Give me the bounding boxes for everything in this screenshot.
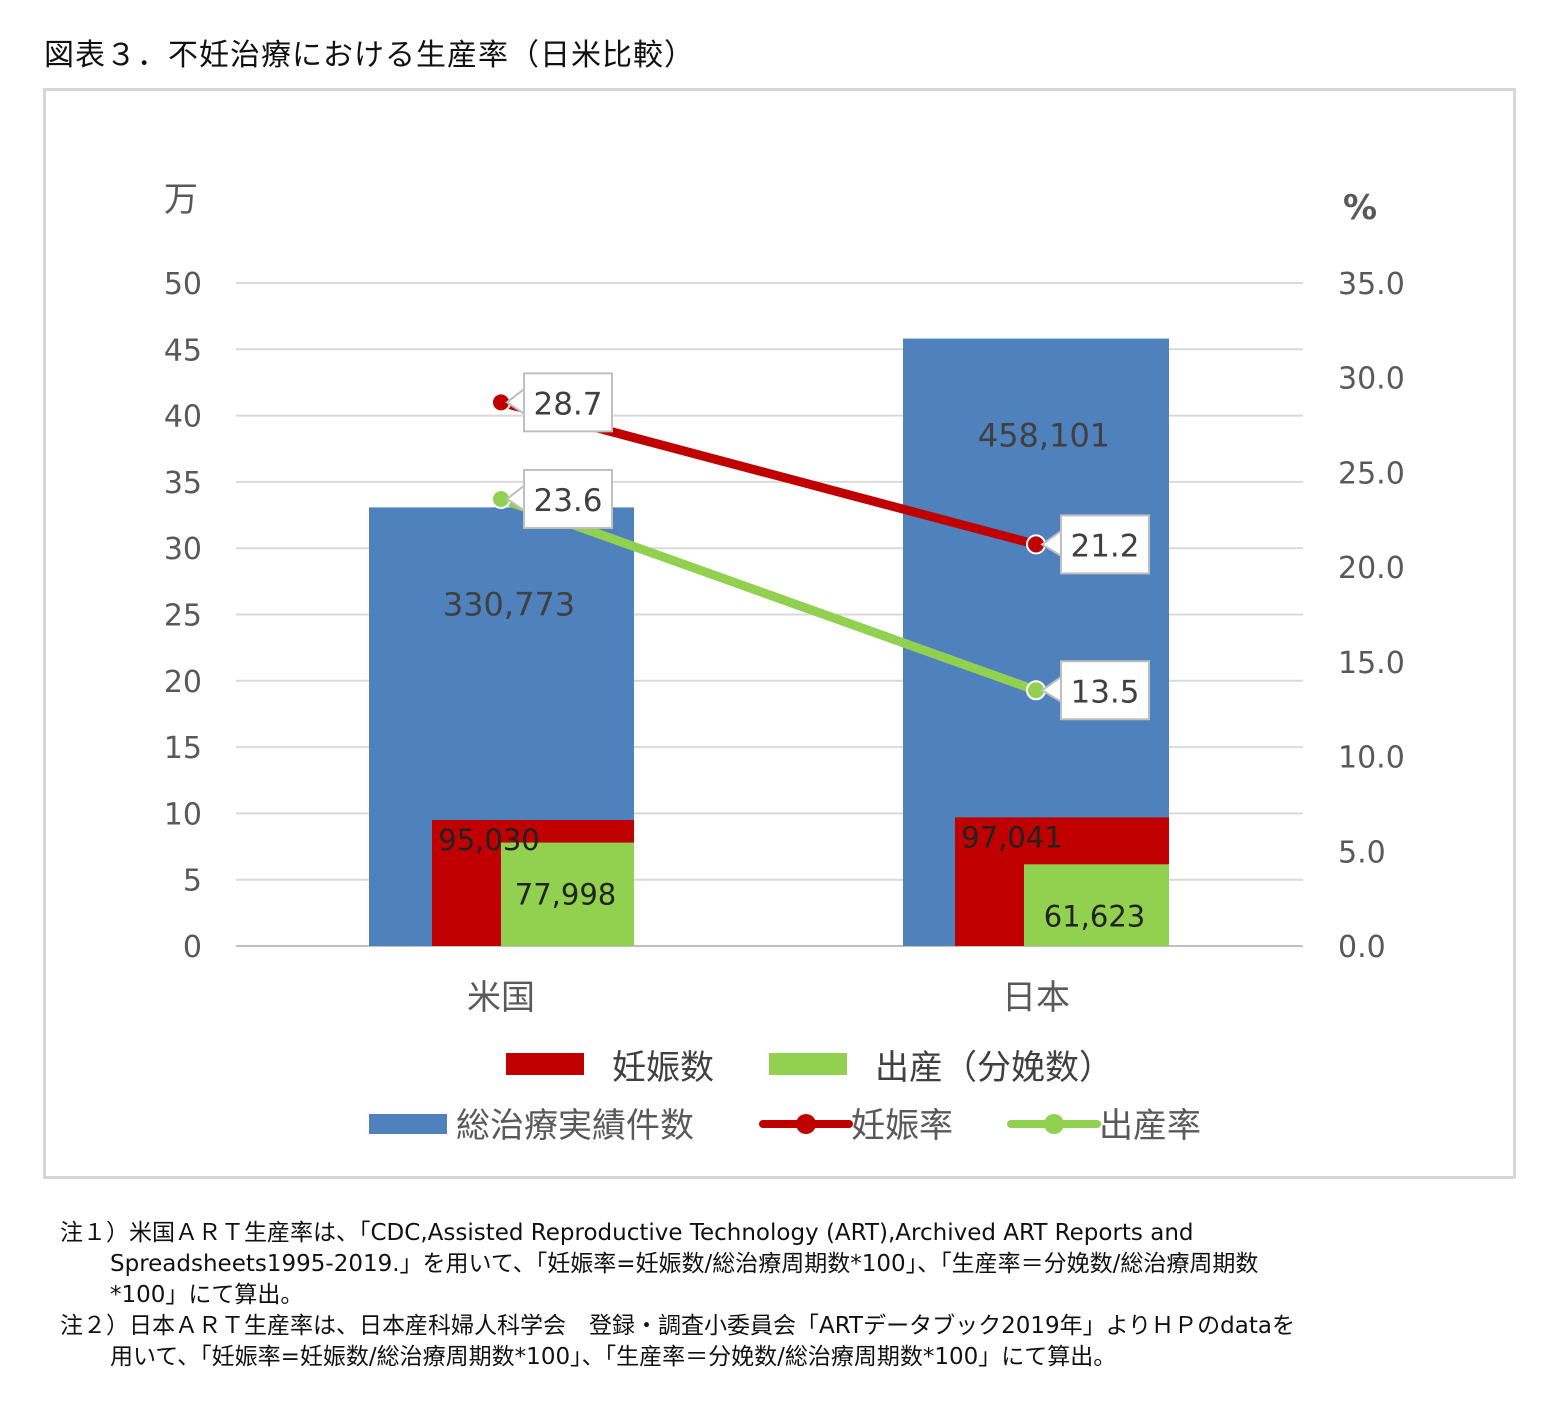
figure-title: 図表３．不妊治療における生産率（日米比較） — [44, 38, 695, 73]
chart-frame: 0 5 10 15 20 25 30 35 40 45 50 0.0 5.0 10.0 15.0 20.0 25… — [43, 88, 1516, 1179]
left-tick-label: 15 — [164, 731, 202, 766]
legend-swatch — [769, 1053, 847, 1075]
legend-label: 妊娠数 — [612, 1048, 714, 1088]
right-tick-label: 5.0 — [1338, 835, 1386, 870]
line-data-label: 23.6 — [533, 483, 602, 519]
line-data-label: 13.5 — [1070, 674, 1139, 710]
note-2-line-2: 用いて、「妊娠率=妊娠数/総治療周期数*100」、「生産率＝分娩数/総治療周期数… — [110, 1344, 1117, 1370]
right-tick-label: 20.0 — [1338, 551, 1405, 586]
right-tick-label: 30.0 — [1338, 362, 1405, 397]
legend-label: 総治療実績件数 — [456, 1106, 694, 1146]
bar-births — [501, 842, 634, 946]
legend-label: 出産（分娩数） — [875, 1048, 1113, 1088]
bar-total-label: 330,773 — [443, 585, 575, 623]
legend-swatch — [369, 1114, 447, 1134]
left-tick-label: 5 — [183, 864, 202, 899]
line-data-label: 21.2 — [1070, 528, 1139, 564]
bar-pregnancies-label: 95,030 — [438, 823, 539, 857]
legend-swatch — [506, 1053, 584, 1075]
category-label: 米国 — [467, 978, 535, 1018]
note-2-line-1: 注２）日本ＡＲＴ生産率は、日本産科婦人科学会 登録・調査小委員会「ARTデータブ… — [60, 1313, 1295, 1339]
left-tick-label: 30 — [164, 532, 202, 567]
legend-line-marker — [1044, 1114, 1064, 1134]
note-1-line-1: 注１）米国ＡＲＴ生産率は、「CDC,Assisted Reproductive … — [60, 1220, 1194, 1246]
note-1-line-3: *100」にて算出。 — [110, 1282, 304, 1308]
right-tick-label: 0.0 — [1338, 930, 1386, 965]
line-data-label: 28.7 — [533, 386, 602, 422]
left-tick-label: 50 — [164, 267, 202, 302]
bar-pregnancies-label: 97,041 — [961, 820, 1062, 854]
right-tick-label: 10.0 — [1338, 741, 1405, 776]
note-1-line-2: Spreadsheets1995-2019.」を用いて、「妊娠率=妊娠数/総治療… — [110, 1251, 1259, 1277]
note-1: 注１）米国ＡＲＴ生産率は、「CDC,Assisted Reproductive … — [60, 1218, 1258, 1311]
left-tick-label: 40 — [164, 400, 202, 435]
left-tick-label: 10 — [164, 797, 202, 832]
callout-box — [523, 372, 613, 433]
left-tick-label: 35 — [164, 466, 202, 501]
right-tick-label: 15.0 — [1338, 646, 1405, 681]
bar-births-label: 61,623 — [1044, 899, 1145, 933]
callout-box — [523, 468, 613, 529]
combo-chart: 0 5 10 15 20 25 30 35 40 45 50 0.0 5.0 10.0 15.0 20.0 25… — [164, 180, 1405, 1146]
bar-births-label: 77,998 — [515, 878, 616, 912]
right-axis-unit: % — [1343, 188, 1377, 228]
left-tick-label: 0 — [183, 930, 202, 965]
left-axis-unit: 万 — [164, 180, 198, 220]
bar-births — [1024, 864, 1169, 946]
left-tick-label: 20 — [164, 665, 202, 700]
bar-total-label: 458,101 — [978, 417, 1110, 455]
left-tick-label: 25 — [164, 599, 202, 634]
note-2: 注２）日本ＡＲＴ生産率は、日本産科婦人科学会 登録・調査小委員会「ARTデータブ… — [60, 1311, 1295, 1373]
right-tick-label: 25.0 — [1338, 456, 1405, 491]
legend-line-marker — [796, 1114, 816, 1134]
legend-label: 妊娠率 — [851, 1106, 953, 1146]
left-tick-label: 45 — [164, 333, 202, 368]
category-label: 日本 — [1002, 978, 1070, 1018]
callout-box — [1060, 660, 1150, 721]
legend-label: 出産率 — [1099, 1106, 1201, 1146]
right-tick-label: 35.0 — [1338, 267, 1405, 302]
callout-box — [1060, 514, 1150, 575]
line-series — [496, 494, 1041, 695]
